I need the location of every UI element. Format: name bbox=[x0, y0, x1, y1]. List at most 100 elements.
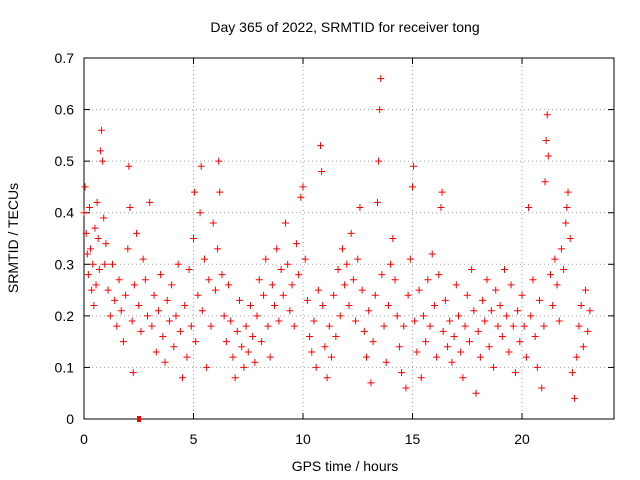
data-point bbox=[463, 291, 471, 299]
data-point bbox=[575, 322, 583, 330]
data-point bbox=[94, 235, 102, 242]
data-point bbox=[128, 317, 136, 325]
data-point bbox=[157, 271, 165, 279]
data-point bbox=[266, 353, 274, 361]
data-point bbox=[411, 317, 419, 325]
data-point bbox=[211, 286, 219, 294]
data-point bbox=[424, 276, 432, 284]
data-point bbox=[220, 312, 228, 320]
data-point bbox=[100, 214, 108, 222]
data-point bbox=[387, 260, 395, 268]
data-point bbox=[533, 363, 541, 371]
data-point bbox=[231, 374, 239, 382]
data-point bbox=[474, 327, 482, 335]
data-point bbox=[446, 317, 454, 325]
data-point bbox=[542, 137, 550, 145]
data-point bbox=[170, 343, 178, 351]
data-point bbox=[498, 332, 506, 340]
data-point bbox=[163, 296, 171, 304]
y-tick-label: 0.4 bbox=[55, 205, 75, 221]
data-point bbox=[133, 229, 141, 237]
data-point bbox=[461, 322, 469, 330]
data-point bbox=[99, 157, 107, 165]
data-point bbox=[191, 188, 199, 196]
data-point bbox=[378, 271, 386, 279]
data-point bbox=[553, 281, 561, 289]
plot-border bbox=[83, 57, 615, 420]
data-point bbox=[577, 302, 585, 310]
data-point bbox=[124, 245, 132, 253]
chart-title: Day 365 of 2022, SRMTID for receiver ton… bbox=[210, 19, 479, 35]
data-point bbox=[299, 183, 307, 191]
data-point bbox=[198, 307, 206, 315]
data-point bbox=[168, 281, 176, 289]
data-point bbox=[358, 286, 366, 294]
data-point bbox=[582, 286, 590, 294]
data-point bbox=[476, 353, 484, 361]
data-point bbox=[295, 271, 303, 279]
x-tick-label: 20 bbox=[514, 431, 530, 447]
data-point bbox=[365, 307, 373, 315]
data-point bbox=[413, 348, 421, 356]
data-point bbox=[135, 302, 143, 310]
data-point bbox=[382, 358, 390, 366]
data-point bbox=[409, 183, 417, 191]
data-point bbox=[503, 312, 511, 320]
data-point bbox=[271, 302, 279, 310]
data-point bbox=[479, 296, 487, 304]
data-point bbox=[509, 322, 517, 330]
data-point bbox=[450, 332, 458, 340]
data-point bbox=[500, 265, 508, 273]
x-tick-label: 5 bbox=[190, 431, 198, 447]
data-point bbox=[181, 302, 189, 310]
data-point bbox=[406, 255, 414, 263]
data-point bbox=[144, 312, 152, 320]
data-point bbox=[90, 302, 98, 310]
data-point bbox=[150, 291, 158, 299]
data-point bbox=[402, 384, 410, 392]
data-point bbox=[398, 369, 406, 377]
data-point bbox=[444, 343, 452, 351]
y-tick-label: 0.5 bbox=[55, 153, 75, 169]
data-point bbox=[194, 291, 202, 299]
data-point bbox=[98, 126, 106, 134]
data-point bbox=[249, 332, 257, 340]
data-point bbox=[229, 353, 237, 361]
data-point bbox=[82, 229, 90, 237]
data-point bbox=[279, 291, 287, 299]
data-point bbox=[356, 204, 364, 212]
data-point bbox=[516, 338, 524, 346]
data-point bbox=[448, 358, 456, 366]
data-point bbox=[264, 322, 272, 330]
data-point bbox=[435, 271, 443, 279]
data-point bbox=[257, 338, 265, 346]
data-point bbox=[336, 312, 344, 320]
data-point bbox=[303, 296, 311, 304]
data-point bbox=[568, 369, 576, 377]
data-point bbox=[544, 152, 552, 160]
data-point bbox=[214, 245, 222, 253]
data-point bbox=[511, 369, 519, 377]
data-point bbox=[106, 312, 114, 320]
data-point bbox=[218, 271, 226, 279]
y-axis-label: SRMTID / TECUs bbox=[5, 183, 21, 293]
data-point bbox=[494, 322, 502, 330]
data-point bbox=[273, 245, 281, 253]
data-point bbox=[490, 363, 498, 371]
data-point bbox=[457, 348, 465, 356]
data-point bbox=[122, 291, 130, 299]
data-point bbox=[139, 255, 147, 263]
data-point bbox=[84, 271, 92, 279]
data-point bbox=[496, 302, 504, 310]
data-point bbox=[426, 322, 434, 330]
data-point bbox=[393, 312, 401, 320]
data-point bbox=[375, 157, 383, 165]
data-point bbox=[196, 209, 204, 217]
data-point bbox=[566, 235, 574, 242]
data-point bbox=[367, 379, 375, 387]
data-point bbox=[253, 312, 261, 320]
data-point bbox=[472, 389, 480, 397]
data-point bbox=[125, 162, 133, 170]
data-point bbox=[102, 240, 110, 248]
data-point bbox=[277, 265, 285, 273]
